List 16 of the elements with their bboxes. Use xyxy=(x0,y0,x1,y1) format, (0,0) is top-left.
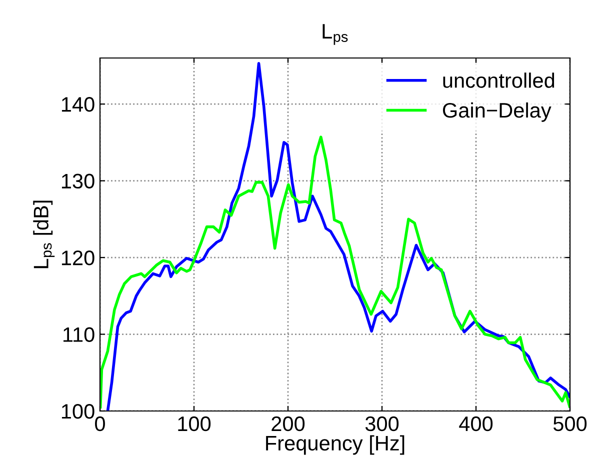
y-tick-label: 110 xyxy=(64,327,94,342)
y-axis-title: L$_{ps}$ [dB] xyxy=(33,200,55,268)
x-axis-title: Frequency [Hz] xyxy=(266,435,404,455)
y-tick-label: 100 xyxy=(62,404,94,419)
chart-title: L$_{ps}$ xyxy=(322,24,348,45)
y-tick-label: 130 xyxy=(62,174,94,189)
y-tick-label: 140 xyxy=(62,97,94,112)
x-tick-label: 500 xyxy=(553,416,587,432)
x-tick-label: 400 xyxy=(459,416,493,432)
legend-label: uncontrolled xyxy=(443,72,554,88)
y-tick-label: 120 xyxy=(62,250,94,266)
x-tick-label: 200 xyxy=(272,416,305,432)
x-tick-label: 100 xyxy=(178,416,211,432)
x-tick-label: 300 xyxy=(365,416,399,432)
x-tick-label: 0 xyxy=(95,416,105,432)
legend-label: Gain−Delay xyxy=(442,102,552,122)
